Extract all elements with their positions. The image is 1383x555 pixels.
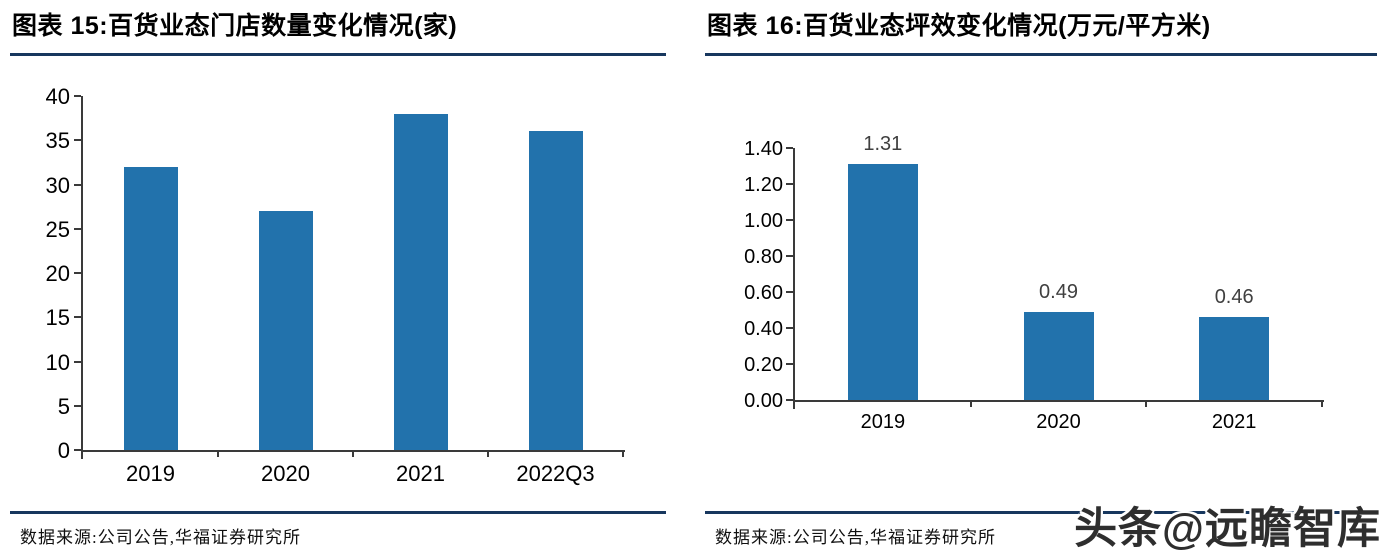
bar [393,113,448,450]
figure-15-footer-rule [10,511,666,514]
y-axis-label: 0.80 [744,246,783,268]
bar [123,166,178,450]
y-axis-tick [74,272,81,274]
figure-16-source-note: 数据来源:公司公告,华福证券研究所 [715,528,996,547]
y-axis-tick [74,360,81,363]
y-axis-tick [786,255,793,257]
y-axis-tick [786,147,793,149]
x-axis-label: 2019 [126,461,175,486]
y-axis-label: 30 [45,172,70,198]
y-axis-label: 0.40 [744,318,783,340]
y-axis-label: 0.00 [744,390,783,412]
x-axis-tick [969,400,972,407]
y-axis-tick [786,219,793,221]
y-axis-label: 25 [45,216,70,242]
figure-16-footer-rule [705,511,1377,514]
watermark-text: 头条@远瞻智库 [1074,505,1381,553]
y-axis-tick [74,227,81,230]
bar [847,164,918,400]
y-axis-tick [786,327,793,329]
y-axis-tick [74,316,81,319]
x-axis-tick [622,450,624,457]
figure-15-source-note: 数据来源:公司公告,华福证券研究所 [20,528,301,547]
bar [528,131,583,450]
bar-value-label: 0.46 [1214,286,1254,309]
x-axis-tick [1145,400,1148,407]
bar [1023,311,1094,400]
x-axis-label: 2021 [1211,411,1257,433]
x-axis-label: 2019 [860,411,906,433]
y-axis-label: 35 [45,128,70,154]
x-axis-line [793,400,1324,402]
y-axis-tick [786,399,793,401]
x-axis-label: 2020 [261,461,310,486]
y-axis-label: 1.20 [744,174,783,196]
y-axis-tick [786,183,793,185]
x-axis-label: 2021 [396,461,445,486]
x-axis-tick [352,450,354,457]
figure-15-panel: 图表 15:百货业态门店数量变化情况(家) 数据来源:公司公告,华福证券研究所 … [10,0,666,555]
figure-16-title: 图表 16:百货业态坪效变化情况(万元/平方米) [707,12,1211,40]
y-axis-tick [786,291,793,293]
bar [258,211,313,450]
bar [1199,317,1270,400]
y-axis-label: 0 [57,438,70,463]
y-axis-label: 1.00 [744,210,783,232]
figure-16-panel: 图表 16:百货业态坪效变化情况(万元/平方米) 数据来源:公司公告,华福证券研… [705,0,1377,555]
bar-value-label: 1.31 [863,133,903,156]
y-axis-label: 0.60 [744,282,783,304]
figure-15-title: 图表 15:百货业态门店数量变化情况(家) [12,12,458,40]
x-axis-label: 2020 [1036,411,1081,433]
y-axis-tick [74,449,81,451]
y-axis-label: 1.40 [744,138,783,160]
figure-16-title-rule [705,53,1377,56]
x-axis-tick [1321,400,1323,407]
y-axis-label: 0.20 [744,354,783,376]
y-axis-tick [74,404,81,407]
x-axis-label: 2022Q3 [516,461,595,486]
y-axis-label: 5 [57,393,70,419]
y-axis-line [793,148,795,409]
y-axis-tick [74,95,81,97]
y-axis-tick [74,139,81,142]
y-axis-label: 20 [45,261,70,286]
y-axis-label: 10 [45,349,70,375]
y-axis-label: 40 [45,84,70,109]
x-axis-tick [487,450,489,457]
x-axis-tick [217,450,219,457]
y-axis-label: 15 [45,305,70,331]
y-axis-line [81,96,83,459]
y-axis-tick [74,183,81,186]
bar-value-label: 0.49 [1039,280,1078,303]
y-axis-tick [786,363,793,365]
figure-15-title-rule [10,53,666,56]
